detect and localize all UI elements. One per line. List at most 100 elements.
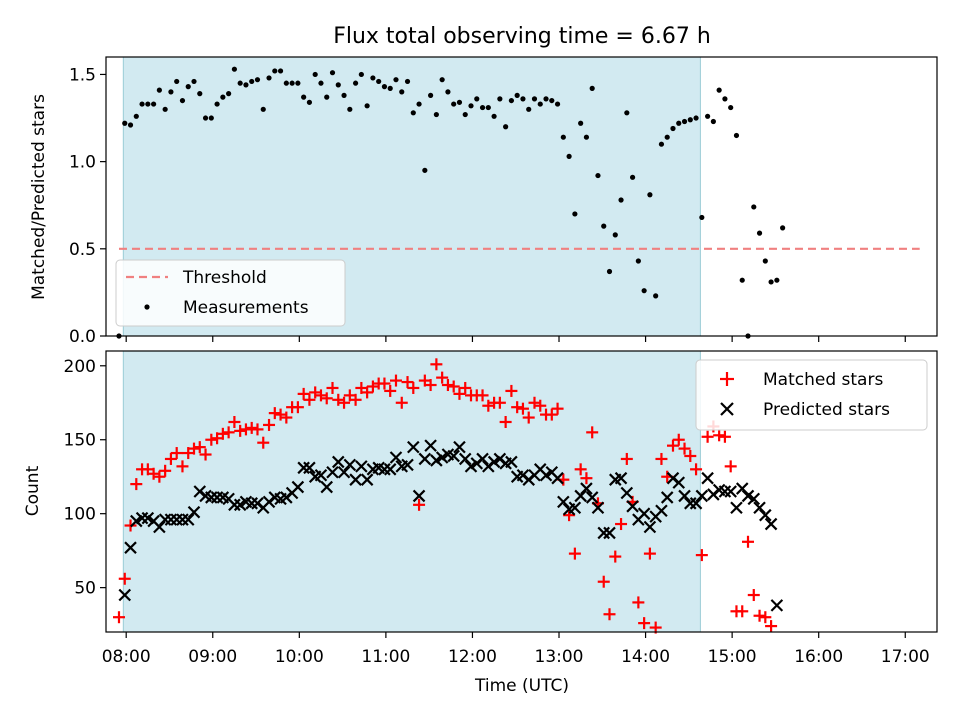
measurement-point [658, 141, 665, 147]
measurement-point [681, 118, 688, 125]
matched-star-point [747, 589, 760, 602]
measurement-point [503, 124, 509, 130]
predicted-star-point [747, 492, 761, 506]
x-tick-label: 10:00 [275, 647, 324, 667]
matched-star-point [568, 547, 581, 560]
predicted-star-point [205, 491, 218, 504]
measurement-point [185, 84, 191, 90]
matched-star-point [632, 596, 645, 609]
predicted-star-point [620, 486, 634, 500]
measurement-point [572, 211, 578, 217]
measurement-point [520, 96, 526, 102]
measurement-point [739, 277, 745, 283]
legend-matched-label: Matched stars [763, 370, 883, 390]
measurement-point [705, 113, 711, 119]
matched-star-point [205, 433, 218, 446]
measurement-point [347, 106, 353, 112]
measurement-point [537, 101, 543, 107]
top-plot-frame [105, 56, 938, 337]
measurement-point [451, 101, 457, 107]
measurement-point [676, 120, 682, 126]
matched-star-point [251, 423, 264, 436]
measurement-point [589, 85, 595, 91]
matched-star-point [378, 377, 391, 390]
predicted-star-point [453, 440, 466, 454]
predicted-star-point [118, 588, 132, 602]
measurement-point [716, 87, 722, 93]
legend-threshold-label: Threshold [182, 268, 267, 288]
y-tick-label: 0.0 [69, 327, 96, 347]
predicted-star-point [753, 501, 766, 515]
measurement-point [162, 106, 168, 112]
predicted-star-point [187, 505, 201, 519]
matched-star-point [597, 575, 610, 588]
matched-star-point [245, 421, 258, 434]
measurement-point [722, 96, 728, 102]
matched-star-point [620, 452, 633, 465]
matched-star-point [580, 472, 593, 485]
measurement-point [277, 68, 284, 74]
measurement-point [687, 117, 693, 123]
measurement-point [762, 258, 768, 264]
predicted-star-point [378, 463, 391, 476]
matched-star-point [493, 396, 506, 409]
matched-star-point [759, 611, 772, 624]
measurement-point [612, 232, 618, 238]
measurement-point [404, 78, 411, 85]
measurement-point [491, 113, 497, 119]
measurement-point [231, 66, 238, 72]
predicted-star-point [735, 482, 749, 495]
measurement-point [485, 104, 491, 111]
measurement-point [566, 153, 572, 159]
measurement-point [312, 71, 318, 78]
predicted-star-point [476, 452, 489, 466]
predicted-star-point [585, 491, 599, 504]
matched-star-point [239, 423, 252, 436]
matched-star-point [499, 415, 512, 428]
predicted-star-point [164, 513, 178, 526]
predicted-star-point [153, 520, 166, 534]
measurement-point [289, 80, 295, 86]
predicted-star-point [326, 465, 339, 479]
matched-star-point [297, 387, 310, 400]
matched-star-point [159, 464, 172, 477]
matched-star-point [678, 442, 691, 455]
predicted-star-point [389, 451, 403, 464]
measurement-point [122, 120, 128, 126]
measurement-point [145, 101, 151, 107]
matched-star-point [193, 441, 206, 454]
y-tick-label: 0.5 [69, 240, 96, 260]
measurement-point [531, 96, 538, 102]
matched-star-point [655, 452, 668, 465]
x-tick-label: 11:00 [361, 647, 410, 667]
measurement-point [606, 268, 613, 275]
matched-star-point [447, 380, 460, 393]
legend-measurements-label: Measurements [183, 298, 309, 318]
predicted-star-point [424, 439, 437, 452]
top-x-ticks [125, 336, 906, 342]
measurement-point [629, 174, 636, 180]
measurement-point [226, 91, 232, 97]
measurement-point [295, 80, 301, 86]
matched-star-point [263, 418, 276, 431]
measurement-point [197, 91, 203, 97]
measurement-point [456, 99, 463, 105]
predicted-star-point [695, 489, 709, 503]
matched-star-point [695, 549, 708, 562]
x-tick-label: 09:00 [188, 647, 237, 667]
x-tick-label: 17:00 [881, 647, 930, 667]
measurement-point [208, 115, 214, 121]
x-tick-label: 08:00 [102, 647, 151, 667]
predicted-star-point [458, 452, 472, 466]
matched-star-point [516, 402, 529, 415]
predicted-star-point [355, 460, 368, 473]
measurement-point [595, 172, 601, 179]
matched-star-point [303, 393, 316, 406]
matched-star-point [441, 379, 454, 392]
matched-star-point [228, 415, 241, 428]
measurement-point [243, 82, 249, 88]
matched-star-point [430, 358, 443, 371]
matched-star-point [170, 447, 183, 460]
top-legend: Threshold Measurements [115, 259, 346, 327]
matched-star-point [736, 605, 749, 618]
